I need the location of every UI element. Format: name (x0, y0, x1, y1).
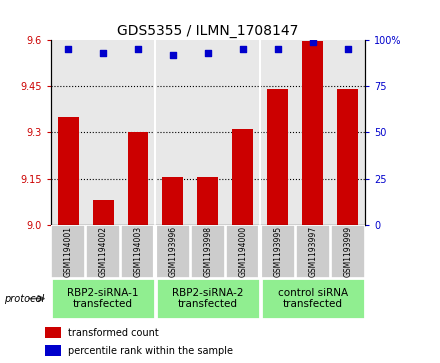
Bar (121, 225, 155, 278)
Bar (45, 327, 61, 338)
Bar (260, 278, 365, 319)
Text: GSM1193996: GSM1193996 (169, 226, 177, 277)
Text: RBP2-siRNA-1
transfected: RBP2-siRNA-1 transfected (67, 288, 139, 309)
Bar (86, 225, 120, 278)
Bar (337, 89, 358, 225)
Bar (260, 225, 295, 278)
Text: GSM1193995: GSM1193995 (273, 226, 282, 277)
Point (239, 46, 246, 52)
Bar (156, 278, 260, 319)
Bar (296, 225, 330, 278)
Text: RBP2-siRNA-2
transfected: RBP2-siRNA-2 transfected (172, 288, 244, 309)
Text: control siRNA
transfected: control siRNA transfected (278, 288, 348, 309)
Bar (330, 225, 365, 278)
Bar (92, 200, 114, 225)
Text: GSM1194000: GSM1194000 (238, 226, 247, 277)
Bar (51, 225, 85, 278)
Point (309, 39, 316, 45)
Text: percentile rank within the sample: percentile rank within the sample (68, 346, 233, 356)
Text: GSM1193997: GSM1193997 (308, 226, 317, 277)
Text: GSM1194001: GSM1194001 (63, 226, 73, 277)
Bar (232, 129, 253, 225)
Text: protocol: protocol (4, 294, 44, 303)
Point (274, 46, 281, 52)
Bar (156, 225, 190, 278)
Bar (302, 41, 323, 225)
Text: GSM1194003: GSM1194003 (133, 226, 143, 277)
Point (99, 50, 106, 56)
Point (135, 46, 142, 52)
Text: GSM1194002: GSM1194002 (99, 226, 107, 277)
Point (344, 46, 351, 52)
Text: transformed count: transformed count (68, 327, 158, 338)
Bar (128, 132, 148, 225)
Bar (51, 278, 155, 319)
Bar (226, 225, 260, 278)
Text: GSM1193998: GSM1193998 (203, 226, 213, 277)
Bar (191, 225, 225, 278)
Point (65, 46, 72, 52)
Bar (268, 89, 288, 225)
Bar (45, 345, 61, 356)
Point (204, 50, 212, 56)
Bar (198, 177, 218, 225)
Point (169, 52, 176, 58)
Bar (58, 117, 79, 225)
Title: GDS5355 / ILMN_1708147: GDS5355 / ILMN_1708147 (117, 24, 299, 37)
Bar (162, 177, 183, 225)
Text: GSM1193999: GSM1193999 (343, 226, 352, 277)
